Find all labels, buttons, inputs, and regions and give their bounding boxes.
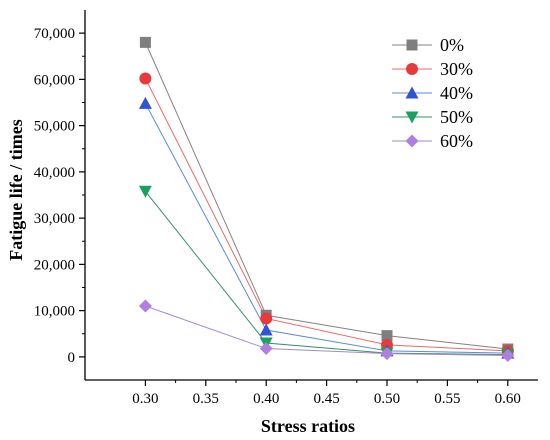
data-point-50pct [138,185,152,198]
series-lines [144,42,508,356]
x-axis-title: Stress ratios [261,416,355,436]
y-tick-label: 30,000 [34,211,75,227]
legend-marker [405,111,419,124]
series-line-50pct [145,190,508,356]
legend-label: 30% [440,59,473,79]
data-point-40pct [138,96,152,109]
x-tick-label: 0.55 [434,391,460,407]
x-tick-label: 0.45 [313,391,339,407]
x-axis-ticks: 0.30 0.35 0.40 0.45 0.50 0.55 0.60 [132,380,521,407]
y-axis-title: Fatigue life / times [6,119,26,260]
legend-marker [405,134,419,148]
series-line-60pct [145,305,508,356]
data-point-60pct [501,348,515,362]
x-tick-label: 0.30 [132,391,158,407]
y-tick-label: 40,000 [34,165,75,181]
x-tick-label: 0.35 [193,391,219,407]
x-tick-label: 0.50 [374,391,400,407]
legend-label: 50% [440,107,473,127]
y-tick-label: 70,000 [34,26,75,42]
data-point-0pct [139,36,151,48]
y-tick-label: 0 [68,350,76,366]
legend-label: 0% [440,35,464,55]
x-tick-label: 0.60 [495,391,521,407]
data-point-30pct [139,72,152,85]
y-tick-label: 10,000 [34,304,75,320]
y-tick-label: 60,000 [34,72,75,88]
legend-marker [406,39,418,51]
legend-marker [405,86,419,99]
legend-label: 60% [440,131,473,151]
data-point-60pct [380,347,394,361]
series-line-30pct [144,78,508,352]
legend: 0% 30% 40% 50% 60% [392,35,473,151]
y-tick-label: 20,000 [34,257,75,273]
data-point-0pct [381,330,393,342]
y-axis-ticks: 0 10,000 20,000 30,000 40,000 50,000 60,000 70,… [34,26,85,366]
data-point-30pct [260,312,273,325]
series-line-0pct [144,42,508,350]
legend-label: 40% [440,83,473,103]
legend-marker [406,63,418,75]
plot-area: 0.30 0.35 0.40 0.45 0.50 0.55 0.60 0 10,000 20,0… [34,10,538,407]
data-point-40pct [259,323,273,336]
data-point-60pct [259,342,273,356]
series-markers [138,36,515,362]
data-point-60pct [138,299,152,313]
y-tick-label: 50,000 [34,119,75,135]
x-tick-label: 0.40 [253,391,279,407]
series-line-40pct [144,103,508,354]
